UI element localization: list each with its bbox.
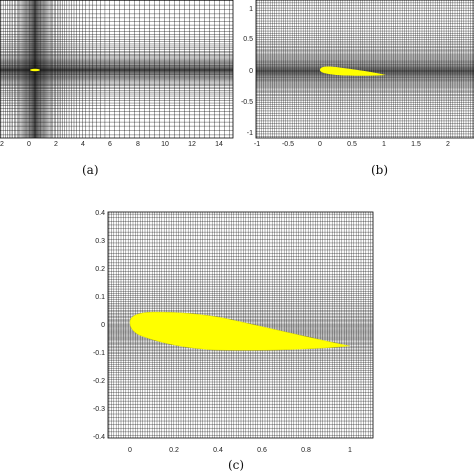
x-tick-label: 4 xyxy=(81,141,85,148)
x-tick-label: 0 xyxy=(27,141,31,148)
caption-a: (a) xyxy=(82,163,99,177)
y-tick-label: 0.5 xyxy=(243,36,253,43)
x-tick-label: 0.8 xyxy=(301,447,311,454)
x-tick-label: 2 xyxy=(54,141,58,148)
y-tick-label: -0.4 xyxy=(93,434,105,441)
x-tick-label: 14 xyxy=(215,141,223,148)
caption-c: (c) xyxy=(228,458,245,472)
y-tick-label: -1 xyxy=(247,130,253,137)
y-tick-label: 1 xyxy=(249,6,253,13)
axes-frame-b xyxy=(255,0,474,139)
axes-frame-a xyxy=(0,0,234,139)
x-tick-label: 0 xyxy=(128,447,132,454)
mesh-plot-a: 2 0 2 4 6 8 10 12 14 xyxy=(0,0,234,148)
x-tick-label: 0 xyxy=(318,141,322,148)
x-tick-label: 1 xyxy=(348,447,352,454)
y-tick-label: 0.2 xyxy=(95,266,105,273)
x-tick-label: 10 xyxy=(161,141,169,148)
x-tick-label: 2 xyxy=(446,141,450,148)
axes-frame-c xyxy=(107,211,374,439)
y-tick-label: -0.3 xyxy=(93,406,105,413)
x-tick-label: 8 xyxy=(136,141,140,148)
mesh-b xyxy=(256,0,474,138)
y-tick-label: 0.1 xyxy=(95,294,105,301)
y-tick-label: 0 xyxy=(249,68,253,75)
airfoil-shape-b xyxy=(320,66,386,76)
x-tick-label: -1 xyxy=(254,141,260,148)
y-tick-labels-b: 1 0.5 0 -0.5 -1 xyxy=(241,6,253,137)
y-tick-label: -0.5 xyxy=(241,99,253,106)
x-tick-label: 0.6 xyxy=(257,447,267,454)
y-tick-label: -0.1 xyxy=(93,350,105,357)
mesh-a xyxy=(0,0,233,138)
y-tick-label: 0.4 xyxy=(95,210,105,217)
caption-b: (b) xyxy=(371,163,389,177)
x-tick-label: 12 xyxy=(188,141,196,148)
x-tick-labels-c: 0 0.2 0.4 0.6 0.8 1 xyxy=(128,447,352,454)
airfoil-shape-a xyxy=(30,68,40,72)
x-tick-label: -0.5 xyxy=(282,141,294,148)
mesh-plot-b: 1 0.5 0 -0.5 -1 -1 -0.5 0 0.5 1 1.5 2 xyxy=(241,0,474,148)
x-tick-label: 1 xyxy=(382,141,386,148)
x-tick-label: 6 xyxy=(108,141,112,148)
y-tick-label: 0 xyxy=(101,322,105,329)
y-tick-label: 0.3 xyxy=(95,238,105,245)
x-tick-labels-a: 2 0 2 4 6 8 10 12 14 xyxy=(0,141,223,148)
x-tick-label: 0.2 xyxy=(169,447,179,454)
y-tick-labels-c: 0.4 0.3 0.2 0.1 0 -0.1 -0.2 -0.3 -0.4 xyxy=(93,210,105,441)
mesh-plot-c: 0.4 0.3 0.2 0.1 0 -0.1 -0.2 -0.3 -0.4 xyxy=(93,210,374,441)
x-tick-label: 1.5 xyxy=(411,141,421,148)
x-tick-label: 0.5 xyxy=(347,141,357,148)
x-tick-label: 0.4 xyxy=(213,447,223,454)
x-tick-labels-b: -1 -0.5 0 0.5 1 1.5 2 xyxy=(254,141,450,148)
airfoil-shape-c xyxy=(129,311,351,351)
y-tick-label: -0.2 xyxy=(93,378,105,385)
x-tick-label: 2 xyxy=(0,141,4,148)
